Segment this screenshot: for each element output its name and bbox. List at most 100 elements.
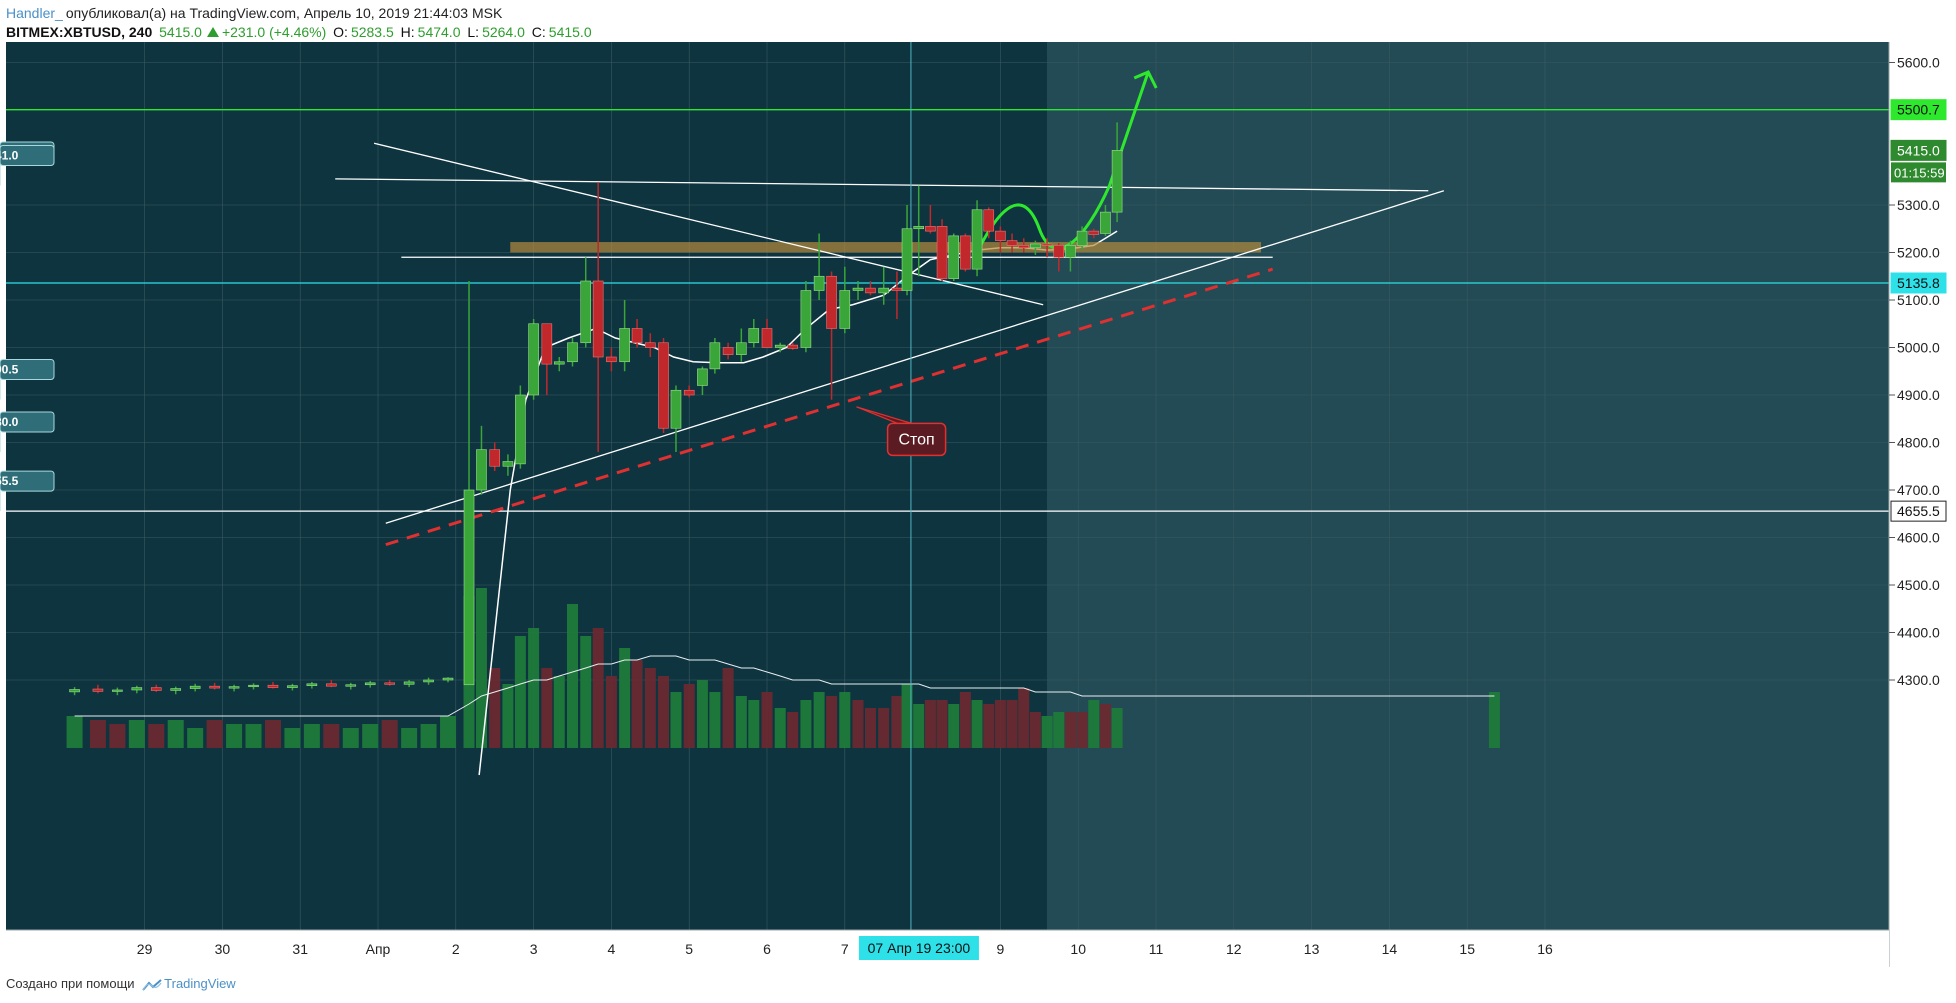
- price-tick-label: 4800.0: [1897, 435, 1940, 451]
- volume-ma-line: [74, 655, 1495, 717]
- candles: [69, 122, 1123, 696]
- volume-bar: [983, 704, 995, 748]
- volume-bar: [924, 700, 936, 748]
- price-tick-label: 4400.0: [1897, 625, 1940, 641]
- candle-body: [722, 347, 734, 355]
- candle-body: [267, 684, 279, 688]
- volume-bar: [502, 684, 514, 748]
- price-tick-label: 5100.0: [1897, 292, 1940, 308]
- callout-box: [0, 145, 55, 167]
- open-value: 5283.5: [350, 24, 394, 40]
- candle-body: [644, 342, 656, 348]
- candle-body: [92, 688, 104, 692]
- candle-body: [209, 685, 220, 689]
- volume-bar: [420, 724, 437, 748]
- candle-body: [580, 280, 592, 344]
- volume-bar: [1488, 692, 1500, 748]
- descending-trendline: [373, 142, 1044, 306]
- volume-bars: [66, 588, 1500, 748]
- time-tick-label: 13: [1304, 941, 1320, 957]
- candle-body: [865, 287, 876, 294]
- volume-bar: [1099, 704, 1111, 748]
- volume-bar: [696, 680, 708, 748]
- volume-bar: [362, 724, 379, 748]
- time-tick-label: 9: [997, 941, 1005, 957]
- candle-body: [631, 328, 643, 344]
- volume-bar: [1076, 712, 1088, 748]
- volume-bar: [89, 720, 106, 748]
- candle-body: [878, 287, 890, 294]
- level-tag-target: [1890, 99, 1947, 121]
- candle-body: [1076, 230, 1088, 246]
- volume-bar: [683, 684, 695, 748]
- price-tick-label: 5300.0: [1897, 197, 1940, 213]
- candle-body: [489, 449, 501, 467]
- candle-body: [1018, 245, 1030, 249]
- candle-body: [150, 687, 162, 691]
- candle-body: [131, 687, 143, 691]
- time-tick-label: 3: [530, 941, 538, 957]
- candle-body: [736, 342, 747, 355]
- candle-body: [826, 275, 837, 329]
- volume-bar: [631, 660, 643, 748]
- volume-bar: [475, 588, 487, 748]
- volume-bar: [323, 724, 340, 748]
- volume-bar: [489, 668, 501, 748]
- volume-bar: [787, 712, 799, 748]
- volume-bar: [1111, 708, 1123, 748]
- time-tick-label: 7: [841, 941, 849, 957]
- volume-bar: [605, 676, 617, 748]
- high-value: 5474.0: [417, 24, 461, 40]
- level-tag-label: 4655.5: [1897, 503, 1940, 519]
- volume-bar: [774, 708, 786, 748]
- close-label: C:: [531, 24, 546, 40]
- callout-box: [0, 359, 55, 381]
- volume-bar: [187, 728, 204, 748]
- candle-body: [515, 394, 526, 465]
- stop-box: [886, 422, 947, 457]
- volume-bar: [440, 716, 457, 748]
- symbol-label: BITMEX:XBTUSD, 240: [6, 24, 153, 40]
- candle-body: [345, 684, 357, 687]
- time-tick-label: 30: [215, 941, 231, 957]
- time-tick-label: 5: [685, 941, 693, 957]
- volume-bar: [864, 708, 876, 748]
- price-tick-label: 5200.0: [1897, 245, 1940, 261]
- volume-bar: [381, 720, 398, 748]
- open-label: O:: [333, 24, 348, 40]
- volume-bar: [342, 728, 359, 748]
- volume-bar: [528, 628, 540, 748]
- footer-brand-link[interactable]: TradingView: [164, 976, 236, 991]
- change-value: +231.0 (+4.46%): [221, 24, 327, 40]
- volume-bar: [1006, 700, 1018, 748]
- callout-label: 4655.5: [0, 474, 19, 488]
- volume-bar: [567, 604, 578, 748]
- candle-body: [170, 688, 182, 691]
- volume-bar: [800, 700, 812, 748]
- candle-body: [971, 209, 983, 270]
- volume-bar: [148, 724, 165, 748]
- forecast-arrow-icon: [1133, 70, 1158, 89]
- chart-header: Handler_ опубликовал(а) на TradingView.co…: [6, 4, 1946, 42]
- candle-body: [787, 344, 798, 349]
- candle-body: [891, 287, 903, 291]
- volume-bar: [206, 720, 223, 748]
- candle-body: [948, 235, 960, 279]
- candle-body: [463, 489, 475, 686]
- level-tag-support: [1890, 500, 1947, 522]
- volume-bar: [264, 720, 281, 748]
- crosshair-time-label: 07 Апр 19 23:00: [868, 940, 971, 956]
- candle-body: [683, 389, 695, 396]
- candle-body: [813, 275, 825, 291]
- author-link[interactable]: Handler_: [6, 5, 63, 21]
- volume-bar: [670, 692, 682, 748]
- top-horizontal-trendline: [335, 178, 1429, 192]
- up-triangle-icon: [206, 27, 219, 37]
- candle-body: [709, 342, 721, 370]
- volume-bar: [619, 648, 631, 748]
- callout-label: 4890.5: [0, 363, 19, 377]
- time-tick-label: 15: [1459, 941, 1475, 957]
- candle-body: [913, 226, 925, 230]
